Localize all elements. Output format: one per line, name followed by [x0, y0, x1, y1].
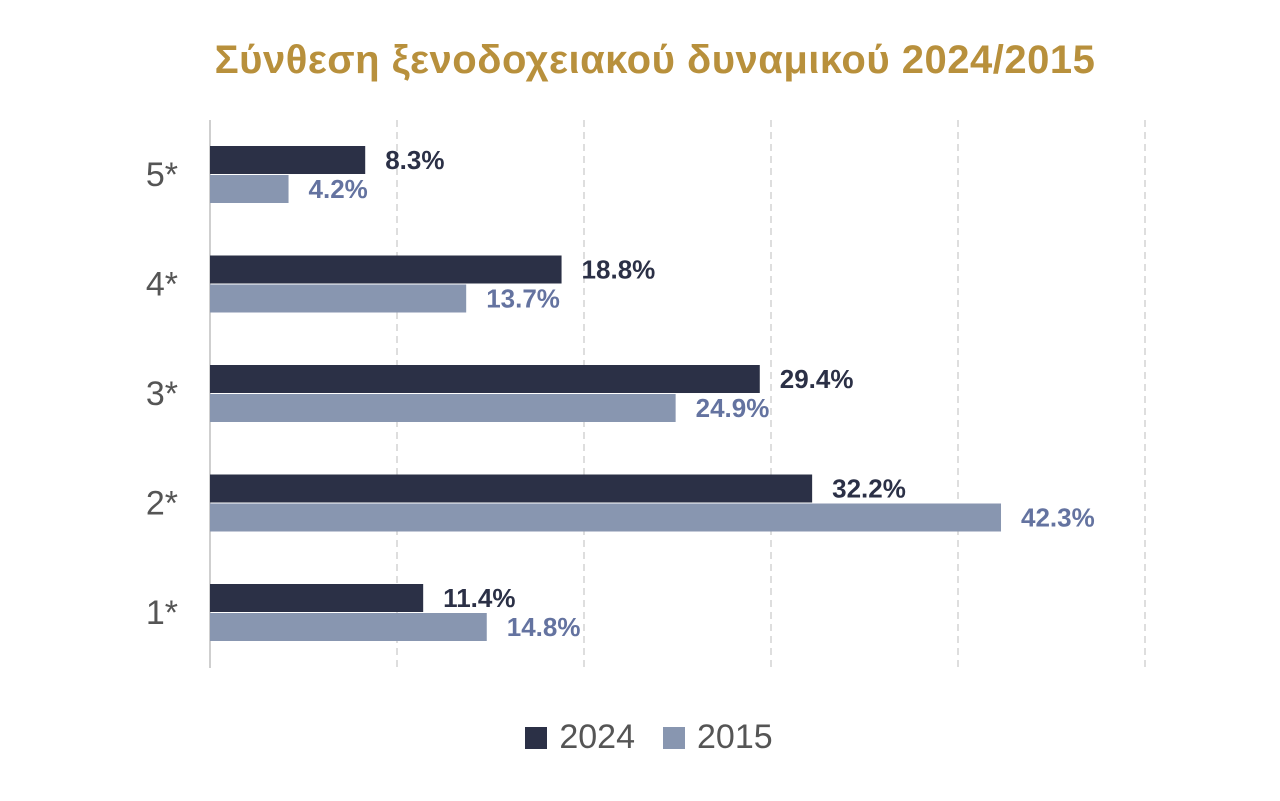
category-label: 1*	[146, 594, 178, 632]
legend-item-2024: 2024	[525, 718, 635, 757]
legend-swatch-2015	[663, 726, 685, 749]
legend-label-2024: 2024	[559, 718, 635, 756]
bar-2015-1star	[210, 613, 487, 641]
data-label-2015: 24.9%	[696, 393, 770, 423]
bar-2024-4star	[210, 255, 562, 284]
bar-2015-5star	[210, 175, 289, 203]
data-labels: 8.3% 4.2% 18.8% 13.7% 29.4% 24.9% 32.2% 42.3% 11…	[309, 145, 1095, 642]
legend-item-2015: 2015	[663, 718, 773, 757]
legend-swatch-2024	[525, 726, 548, 749]
bars	[210, 146, 1002, 641]
bar-2015-4star	[210, 284, 467, 313]
bar-2024-2star	[210, 474, 813, 503]
bar-2015-2star	[210, 503, 1002, 532]
legend-label-2015: 2015	[697, 718, 773, 756]
data-label-2024: 11.4%	[443, 583, 515, 613]
data-label-2024: 29.4%	[780, 364, 854, 394]
data-label-2015: 42.3%	[1021, 503, 1095, 533]
data-label-2024: 8.3%	[385, 145, 444, 175]
data-label-2015: 13.7%	[486, 284, 560, 314]
bar-2015-3star	[210, 394, 676, 422]
legend: 2024 2015	[0, 718, 1280, 757]
category-labels: 5* 4* 3* 2* 1*	[146, 156, 178, 632]
category-label: 4*	[146, 266, 178, 304]
category-label: 2*	[146, 485, 178, 523]
data-label-2015: 4.2%	[309, 174, 368, 204]
chart-title: Σύνθεση ξενοδοχειακού δυναμικού 2024/201…	[214, 38, 1096, 82]
data-label-2015: 14.8%	[507, 612, 581, 642]
category-label: 5*	[146, 156, 178, 194]
data-label-2024: 18.8%	[582, 255, 656, 285]
data-label-2024: 32.2%	[832, 474, 906, 504]
category-label: 3*	[146, 375, 178, 413]
bar-2024-3star	[210, 365, 760, 393]
bar-2024-1star	[210, 584, 424, 612]
bar-2024-5star	[210, 146, 366, 174]
